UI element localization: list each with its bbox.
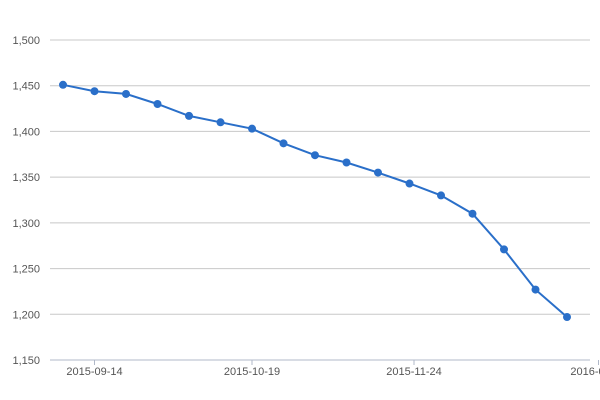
- data-point: [59, 80, 67, 89]
- data-point: [216, 118, 225, 127]
- data-point: [122, 89, 130, 98]
- y-tick-label: 1,500: [12, 35, 40, 47]
- y-tick-label: 1,350: [12, 172, 40, 184]
- data-point: [90, 87, 99, 96]
- y-tick-label: 1,400: [12, 126, 40, 138]
- data-point: [374, 168, 382, 177]
- y-tick-label: 1,150: [12, 355, 40, 367]
- data-point: [153, 100, 162, 108]
- series-layer: [59, 80, 571, 322]
- y-tick-label: 1,200: [12, 309, 40, 321]
- y-gridlines: [50, 39, 590, 315]
- x-tick-label: 2015-10-19: [224, 366, 280, 378]
- data-point: [405, 179, 414, 188]
- data-point: [563, 313, 571, 322]
- y-axis-tick-labels: 1,150 1,200 1,250 1,300 1,350 1,400 1,450 1,500: [12, 35, 40, 367]
- y-tick-label: 1,450: [12, 81, 40, 93]
- data-point: [437, 191, 445, 200]
- data-point: [531, 285, 540, 294]
- x-tick-label: 2015-09-14: [66, 366, 122, 378]
- x-tick-label: 2015-11-24: [386, 366, 441, 378]
- y-tick-label: 1,250: [12, 264, 40, 276]
- x-tick-label: 2016-01-04: [570, 366, 600, 378]
- y-tick-label: 1,300: [12, 218, 40, 230]
- data-point: [468, 209, 477, 218]
- data-point: [342, 158, 351, 167]
- series-line: [62, 83, 568, 318]
- data-point: [500, 245, 508, 254]
- data-point: [279, 139, 288, 148]
- x-axis: 2015-09-14 2015-10-19 2015-11-24 2016-01-04: [50, 359, 600, 378]
- data-point: [185, 111, 193, 120]
- data-point: [248, 124, 256, 133]
- data-point: [311, 151, 319, 160]
